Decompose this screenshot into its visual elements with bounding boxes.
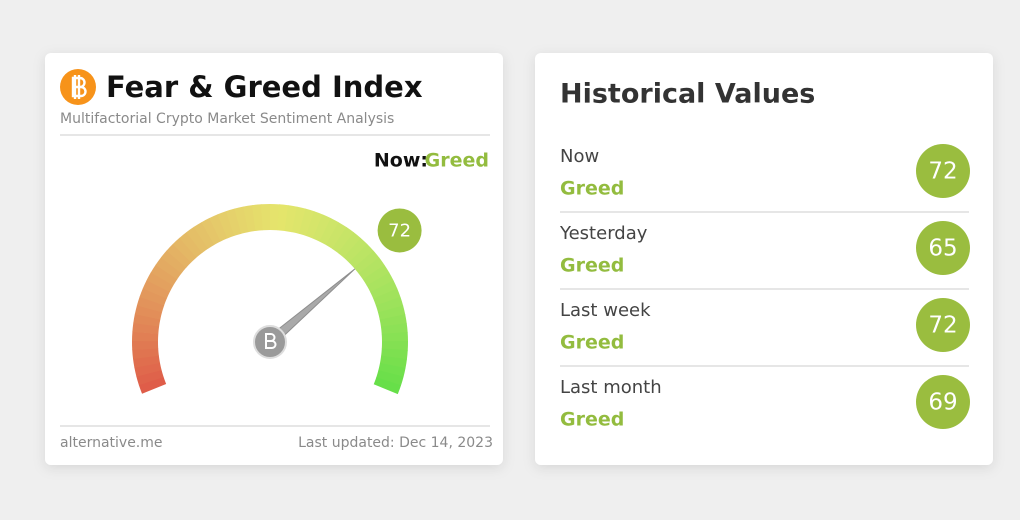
value-badge	[916, 144, 970, 198]
value-badge	[916, 375, 970, 429]
gauge-arc	[209, 214, 228, 242]
gauge-arc	[337, 232, 361, 258]
gauge-arc	[193, 222, 215, 249]
row-value: 69	[928, 390, 957, 416]
gauge-arc	[381, 348, 408, 360]
gauge-arc	[291, 206, 306, 234]
gauge-arc	[378, 362, 406, 378]
btc-logo	[60, 69, 96, 105]
gauge-arc	[312, 214, 332, 242]
gauge-arc	[379, 314, 407, 328]
gauge-arc	[133, 313, 161, 327]
gauge-arc	[298, 208, 315, 237]
row-period: Last week	[560, 300, 651, 321]
history-card	[535, 53, 993, 465]
gauge-arc	[305, 211, 324, 239]
gauge-arc	[373, 377, 402, 395]
row-period: Yesterday	[559, 223, 648, 244]
source[interactable]: alternative.me	[60, 435, 163, 451]
gauge-arc	[138, 376, 167, 394]
row-value: 72	[928, 159, 957, 185]
hub-logo	[265, 333, 277, 349]
card-subtitle: Multifactorial Crypto Market Sentiment A…	[60, 111, 394, 127]
gauge-arc	[136, 296, 165, 313]
gauge-arc	[373, 288, 401, 306]
now-status: Greed	[425, 150, 489, 172]
gauge-arc	[150, 264, 178, 286]
gauge-arc	[172, 237, 197, 263]
gauge-arc	[134, 362, 162, 377]
gauge-arc	[217, 211, 235, 239]
gauge-arc	[343, 237, 368, 263]
gauge-arc	[380, 323, 408, 335]
gauge-arc	[252, 204, 264, 231]
gauge-arc	[132, 322, 160, 335]
gauge-arc	[353, 250, 380, 274]
gauge-arc	[370, 280, 398, 300]
gauge-arc	[376, 370, 404, 386]
gauge-arc	[139, 288, 167, 306]
gauge-value: 72	[388, 220, 411, 241]
now-label: Now:	[374, 150, 428, 172]
row-period: Now	[560, 146, 599, 167]
gauge-arc	[362, 264, 390, 286]
row-status: Greed	[560, 255, 624, 277]
gauge-arc	[366, 272, 394, 293]
gauge-arc	[331, 227, 355, 254]
gauge-arc	[201, 217, 222, 245]
row-status: Greed	[560, 178, 624, 200]
value-badge	[916, 221, 970, 275]
gauge-arc	[186, 226, 209, 254]
row-value: 65	[928, 236, 957, 262]
gauge-arc	[132, 355, 161, 368]
gauge-arc	[160, 250, 187, 274]
gauge-arc	[142, 279, 171, 299]
history-rows: Now Greed 72 Yesterday Greed 65 Last week Greed…	[559, 144, 970, 431]
gauge-arc	[284, 205, 298, 233]
gauge-arc	[234, 206, 249, 234]
history-title: Historical Values	[560, 79, 815, 110]
gauge-arc	[243, 205, 256, 233]
gauge-arc	[166, 243, 192, 268]
row-status: Greed	[560, 409, 624, 431]
gauge-arc	[377, 305, 406, 320]
gauge-arc	[358, 257, 385, 280]
gauge: 72	[132, 203, 422, 395]
row-period: Last month	[560, 377, 662, 398]
gauge-arc	[277, 204, 289, 232]
gauge-arc	[136, 369, 164, 386]
row-value: 72	[928, 313, 957, 339]
value-badge	[916, 298, 970, 352]
gauge-arc	[348, 244, 374, 269]
gauge-arc	[375, 296, 404, 313]
card-title: Fear & Greed Index	[106, 70, 423, 104]
gauge-arc	[225, 208, 242, 236]
row-status: Greed	[560, 332, 624, 354]
gauge-arc	[319, 218, 340, 246]
gauge-arc	[146, 272, 174, 293]
gauge-arc	[325, 222, 347, 249]
last-updated: Last updated: Dec 14, 2023	[298, 435, 493, 451]
gauge-badge	[377, 208, 422, 253]
gauge-arc	[155, 257, 182, 280]
gauge-arc	[379, 355, 407, 369]
gauge-arc	[134, 305, 163, 320]
gauge-arc	[132, 348, 159, 359]
gauge-arc	[179, 232, 203, 258]
